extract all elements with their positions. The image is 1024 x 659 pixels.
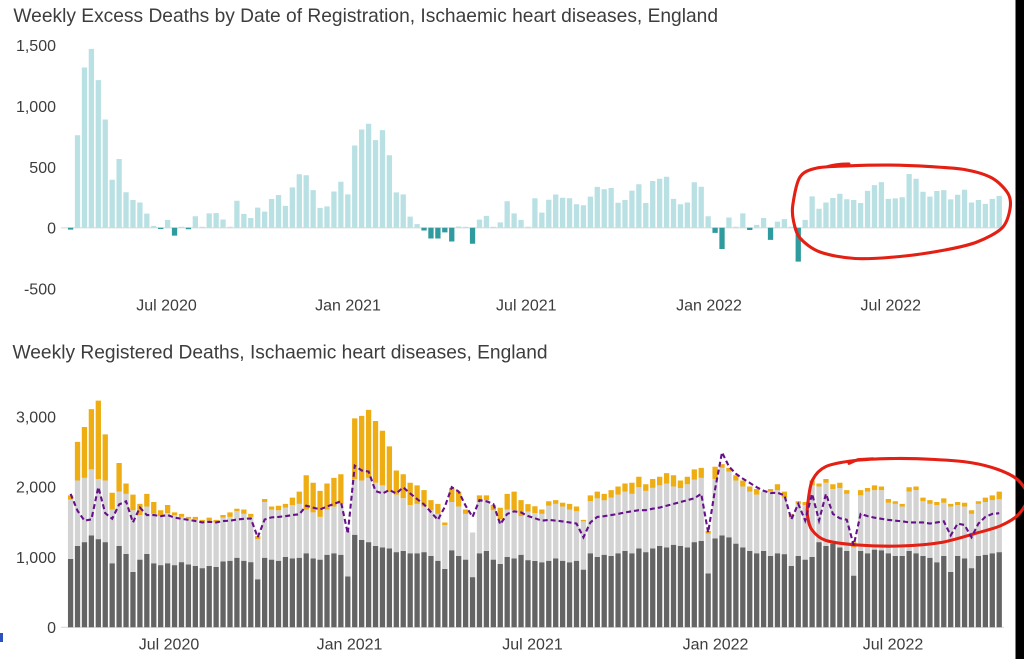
svg-text:1,500: 1,500: [16, 38, 56, 55]
svg-text:-500: -500: [24, 281, 56, 298]
svg-text:Jan 2022: Jan 2022: [683, 637, 749, 654]
svg-text:2,000: 2,000: [16, 480, 56, 497]
svg-text:Jul 2020: Jul 2020: [136, 298, 197, 315]
svg-text:Jul 2021: Jul 2021: [502, 637, 563, 654]
svg-text:3,000: 3,000: [16, 410, 56, 427]
svg-text:Weekly Excess Deaths by Date o: Weekly Excess Deaths by Date of Registra…: [13, 6, 718, 27]
svg-text:Jul 2020: Jul 2020: [139, 637, 200, 654]
svg-text:Jan 2022: Jan 2022: [676, 298, 742, 315]
svg-text:500: 500: [29, 160, 56, 177]
svg-text:1,000: 1,000: [16, 550, 56, 567]
svg-text:0: 0: [47, 221, 56, 238]
svg-text:0: 0: [47, 620, 56, 637]
svg-text:Jul 2022: Jul 2022: [861, 298, 922, 315]
svg-text:Jan 2021: Jan 2021: [315, 298, 381, 315]
svg-text:Weekly Registered Deaths, Isch: Weekly Registered Deaths, Ischaemic hear…: [13, 343, 548, 364]
svg-text:1,000: 1,000: [16, 99, 56, 116]
svg-text:Jul 2022: Jul 2022: [863, 637, 924, 654]
svg-text:Jan 2021: Jan 2021: [317, 637, 383, 654]
svg-text:Jul 2021: Jul 2021: [496, 298, 557, 315]
